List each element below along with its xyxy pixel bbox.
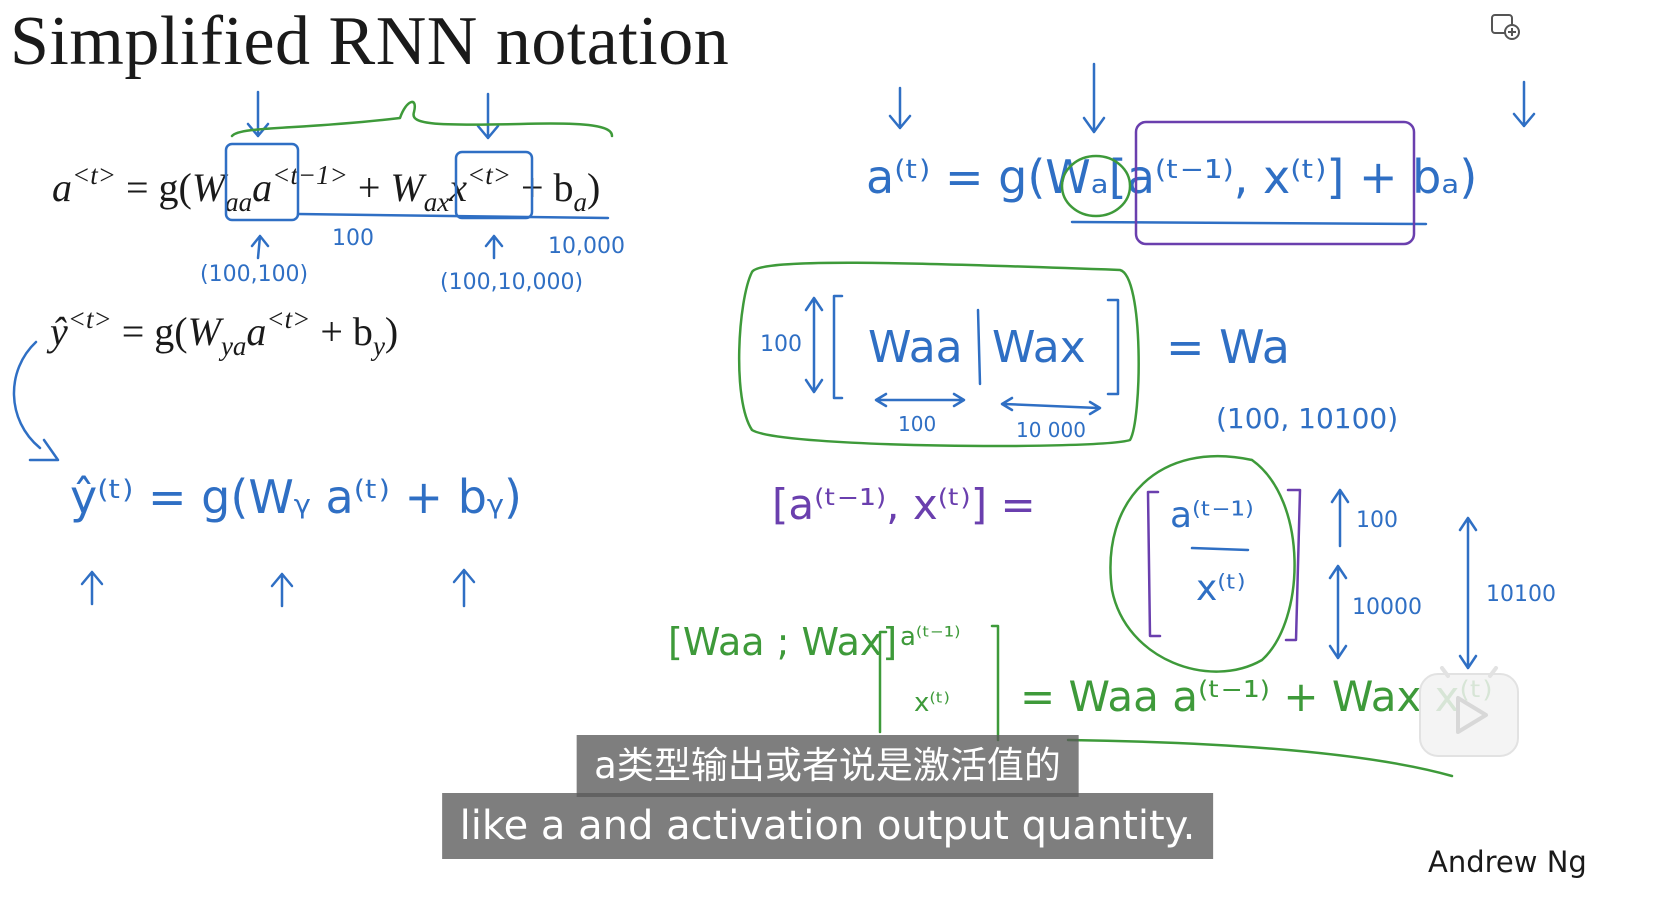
handwritten-a-equation: a⁽ᵗ⁾ = g(Wₐ[a⁽ᵗ⁻¹⁾, x⁽ᵗ⁾] + bₐ) xyxy=(866,150,1478,204)
ink-purple-shapes xyxy=(1134,120,1416,642)
window-add-icon[interactable] xyxy=(1488,8,1524,44)
play-button[interactable] xyxy=(1418,666,1520,758)
annotation-dim-waa: (100,100) xyxy=(200,262,309,287)
product-lhs: [Waa ; Wax] xyxy=(668,620,898,664)
annotation-dim-x: 10,000 xyxy=(548,234,625,259)
matrix-row-dim: 100 xyxy=(760,332,802,357)
wa-dimension: (100, 10100) xyxy=(1216,402,1399,435)
play-icon xyxy=(1456,696,1488,734)
ink-green-shapes xyxy=(737,154,1454,778)
product-vec-bottom: x⁽ᵗ⁾ xyxy=(914,688,950,718)
concat-lhs: [a⁽ᵗ⁻¹⁾, x⁽ᵗ⁾] = xyxy=(772,480,1036,529)
product-vec-top: a⁽ᵗ⁻¹⁾ xyxy=(900,622,961,652)
product-rhs: = Waa a⁽ᵗ⁻¹⁾ + Wax x⁽ᵗ⁾ xyxy=(1020,672,1493,721)
stack-dim-top: 100 xyxy=(1356,508,1398,533)
subtitle-chinese: a类型输出或者说是激活值的 xyxy=(576,735,1079,797)
author-credit: Andrew Ng xyxy=(1428,845,1587,879)
annotation-dim-a: 100 xyxy=(332,226,374,251)
stack-dim-total: 10100 xyxy=(1486,582,1556,607)
matrix-waa-label: Waa xyxy=(868,322,963,373)
ink-left-brace xyxy=(230,100,614,138)
matrix-wax-label: Wax xyxy=(992,322,1086,373)
formula-a-t: a<t> = g(Waaa<t−1> + Waxx<t> + ba) xyxy=(52,160,601,217)
matrix-col-dim-aa: 100 xyxy=(898,412,937,436)
annotation-dim-wax: (100,10,000) xyxy=(440,270,584,295)
stack-bottom-label: x⁽ᵗ⁾ xyxy=(1196,568,1246,609)
formula-yhat-t: ŷ<t> = g(Wyaa<t> + by) xyxy=(50,304,399,361)
stack-dim-bottom: 10000 xyxy=(1352,595,1422,620)
slide-title: Simplified RNN notation xyxy=(10,3,730,80)
equals-wa: = Wa xyxy=(1166,320,1290,374)
stack-top-label: a⁽ᵗ⁻¹⁾ xyxy=(1170,495,1254,536)
subtitle-english: like a and activation output quantity. xyxy=(441,793,1214,859)
handwritten-yhat-equation: ŷ⁽ᵗ⁾ = g(Wᵧ a⁽ᵗ⁾ + bᵧ) xyxy=(70,470,522,524)
ink-left-formula-boxes xyxy=(12,90,610,608)
matrix-col-dim-ax: 10 000 xyxy=(1016,418,1086,442)
ink-right-arrows xyxy=(804,62,1536,670)
